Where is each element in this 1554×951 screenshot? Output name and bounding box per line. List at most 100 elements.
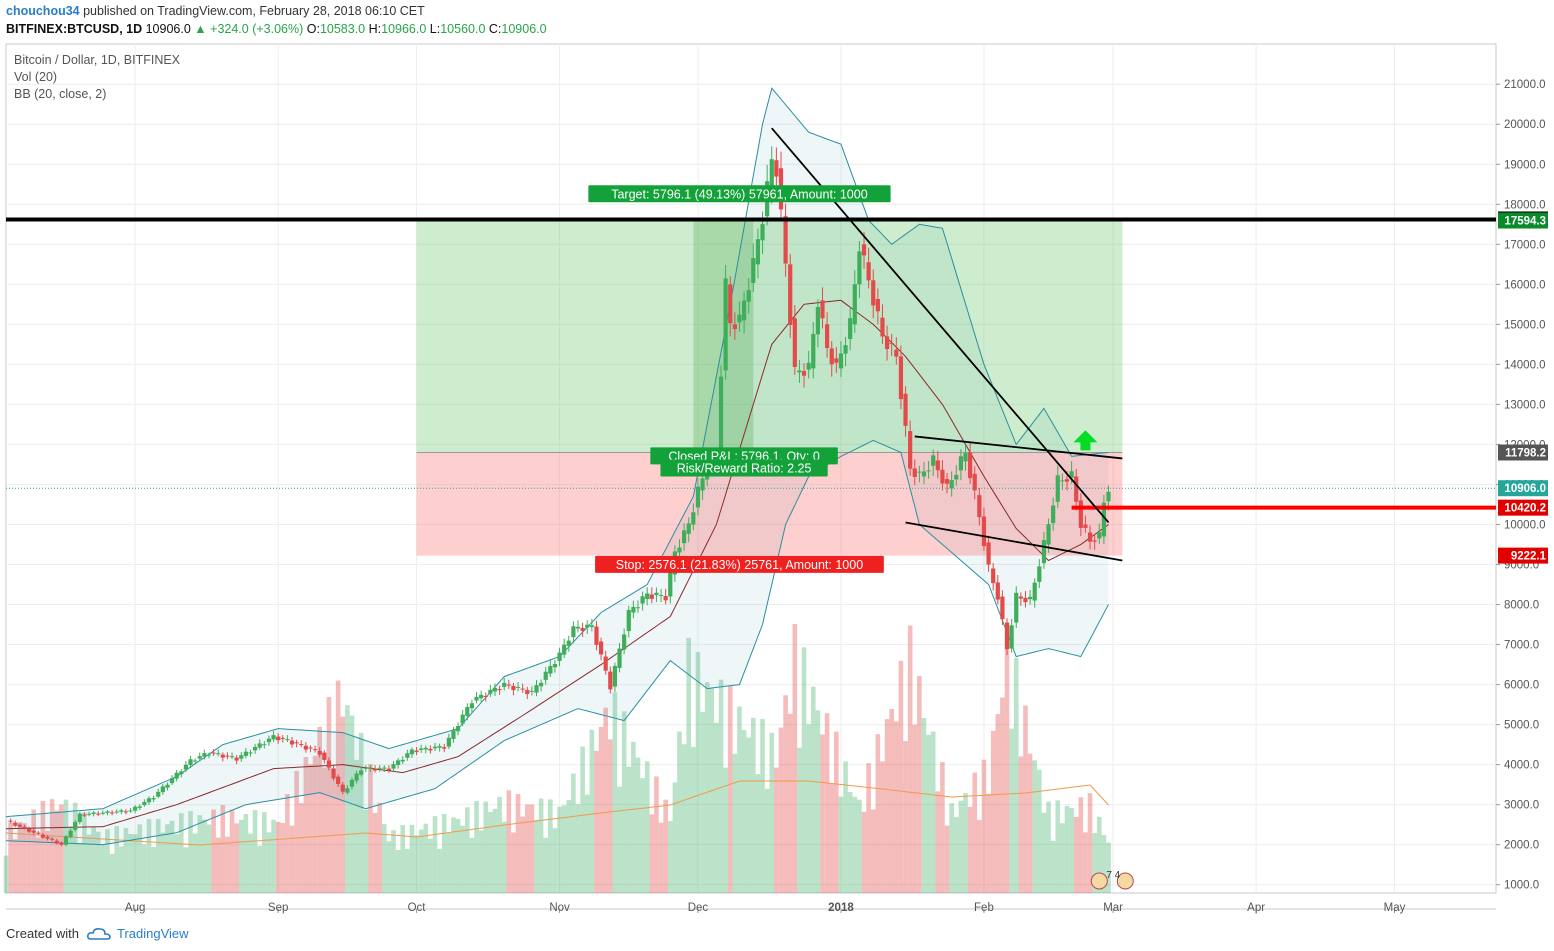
- volume-bar: [963, 792, 968, 893]
- volume-bar: [695, 652, 701, 893]
- candle-body: [603, 656, 608, 671]
- volume-bar: [691, 746, 696, 893]
- bollinger-basis: [5, 299, 1109, 830]
- candle-body: [737, 314, 742, 323]
- tradingview-brand[interactable]: TradingView: [86, 926, 189, 941]
- candle-body: [216, 753, 221, 755]
- candle-body: [1069, 471, 1074, 478]
- volume-bar: [455, 818, 461, 893]
- candle-body: [1000, 596, 1005, 620]
- candle-body: [589, 625, 594, 628]
- volume-bar: [151, 846, 156, 893]
- price-tag: 11798.2: [1498, 444, 1548, 461]
- candle-body: [1060, 480, 1065, 482]
- candle-body: [575, 626, 581, 629]
- volume-bar: [663, 799, 668, 893]
- volume-bar: [875, 734, 881, 893]
- volume-bar: [266, 832, 272, 893]
- volume-bar: [506, 790, 512, 893]
- candle-body: [359, 770, 364, 775]
- price-tag: 17594.3: [1498, 212, 1548, 229]
- volume-bar: [529, 804, 535, 893]
- candle-body: [262, 744, 267, 746]
- candle-body: [26, 828, 32, 832]
- volume-bar: [45, 830, 50, 893]
- price-tag-text: 10420.2: [1504, 503, 1546, 515]
- candle-body: [774, 160, 779, 177]
- candle-body: [515, 686, 521, 688]
- risk-reward-label: Risk/Reward Ratio: 2.25: [660, 459, 828, 477]
- author-link[interactable]: chouchou34: [6, 4, 80, 18]
- volume-bar: [608, 739, 613, 893]
- candle-body: [59, 842, 64, 845]
- volume-bar: [1018, 756, 1024, 893]
- candle-body: [179, 771, 184, 775]
- candle-body: [552, 664, 558, 668]
- symbol-name: BITFINEX:BTCUSD, 1D: [6, 22, 143, 36]
- volume-bar: [940, 762, 945, 893]
- candle-body: [691, 512, 696, 525]
- volume-bar: [128, 833, 133, 893]
- volume-bar: [17, 822, 23, 893]
- candle-body: [40, 834, 46, 838]
- volume-bar: [395, 850, 401, 893]
- x-tick-label: Mar: [1103, 902, 1123, 914]
- volume-bar: [584, 794, 590, 893]
- volume-bar: [317, 726, 322, 893]
- candle-body: [336, 776, 341, 784]
- candle-body: [382, 767, 387, 769]
- bollinger-fill: [6, 88, 1109, 845]
- volume-bar: [331, 768, 336, 893]
- volume-bar: [8, 822, 13, 893]
- event-flag-icon: [1090, 872, 1108, 890]
- candle-body: [921, 471, 927, 477]
- volume-bar: [243, 814, 249, 893]
- candle-body: [502, 682, 507, 687]
- candle-body: [396, 760, 401, 766]
- y-tick-label: 21000.0: [1504, 79, 1546, 91]
- volume-bar: [898, 660, 904, 893]
- candle-body: [871, 280, 876, 306]
- volume-bar: [755, 774, 761, 893]
- volume-bar: [391, 830, 396, 893]
- volume-bar: [418, 829, 424, 893]
- candle-body: [677, 547, 682, 553]
- candle-body: [1064, 479, 1070, 482]
- symbol-info: BITFINEX:BTCUSD, 1D 10906.0 ▲ +324.0 (+3…: [6, 22, 547, 36]
- candle-body: [82, 814, 87, 816]
- volume-bar: [571, 773, 576, 893]
- bollinger-legend[interactable]: BB (20, close, 2): [14, 87, 107, 101]
- bollinger-lower-band: [5, 439, 1109, 846]
- candle-body: [723, 278, 728, 371]
- volume-bar: [165, 824, 170, 893]
- volume-bar: [363, 809, 369, 893]
- candle-body: [206, 754, 212, 756]
- x-tick-label: Apr: [1247, 902, 1265, 914]
- volume-bar: [783, 695, 788, 893]
- volume-bar: [543, 837, 549, 893]
- volume-legend[interactable]: Vol (20): [14, 70, 58, 84]
- candle-body: [368, 767, 373, 769]
- candle-body: [594, 626, 599, 645]
- y-tick-label: 14000.0: [1504, 359, 1546, 371]
- y-tick-label: 20000.0: [1504, 119, 1546, 131]
- volume-bar: [483, 801, 489, 893]
- candle-body: [695, 486, 701, 508]
- volume-bar: [977, 820, 982, 893]
- target-label: Target: 5796.1 (49.13%) 57961, Amount: 1…: [588, 185, 891, 203]
- publish-info: chouchou34 published on TradingView.com,…: [6, 4, 425, 18]
- candle-body: [1023, 597, 1028, 603]
- stop-label: Stop: 2576.1 (21.83%) 25761, Amount: 100…: [595, 555, 884, 573]
- volume-bar: [718, 679, 724, 893]
- volume-bar: [907, 625, 913, 893]
- volume-bar: [677, 731, 682, 893]
- volume-bar: [843, 761, 848, 893]
- volume-bar: [889, 709, 894, 893]
- candle-body: [834, 358, 839, 363]
- candle-body: [151, 798, 156, 800]
- volume-bar: [1041, 812, 1047, 893]
- candle-body: [884, 336, 890, 349]
- volume-bar: [566, 799, 572, 893]
- volume-bar: [275, 821, 281, 893]
